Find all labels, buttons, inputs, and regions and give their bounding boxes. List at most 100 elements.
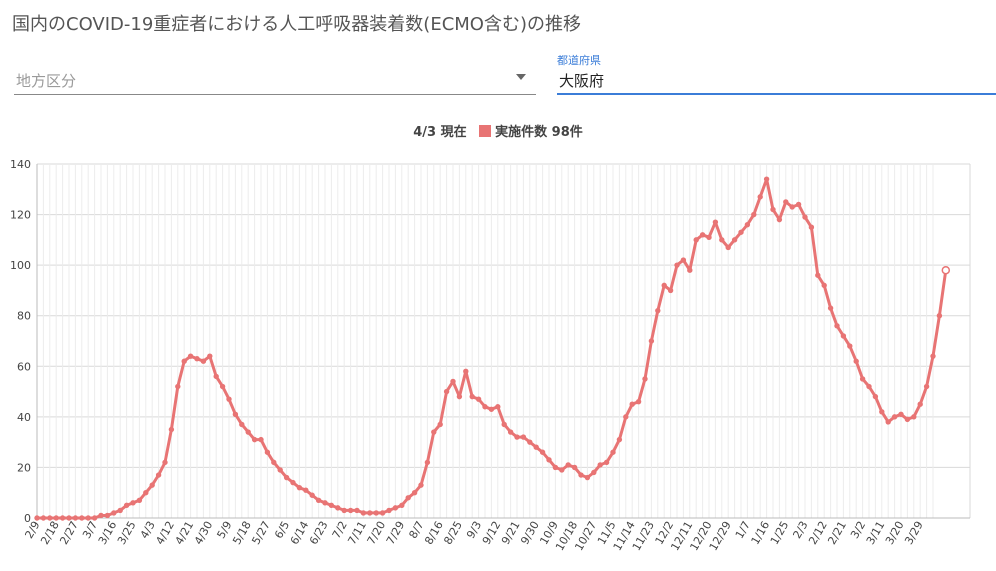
- data-point[interactable]: [386, 507, 392, 514]
- data-point[interactable]: [770, 206, 776, 213]
- data-point[interactable]: [271, 459, 277, 466]
- data-point[interactable]: [437, 421, 443, 428]
- data-point[interactable]: [431, 429, 437, 435]
- data-point[interactable]: [699, 232, 706, 238]
- data-point[interactable]: [213, 373, 219, 380]
- data-point[interactable]: [891, 414, 898, 420]
- data-point[interactable]: [552, 464, 559, 471]
- data-point[interactable]: [501, 421, 507, 428]
- data-point[interactable]: [559, 467, 565, 473]
- data-point[interactable]: [85, 515, 91, 521]
- data-point[interactable]: [872, 393, 879, 400]
- data-point[interactable]: [655, 307, 661, 314]
- data-point[interactable]: [219, 383, 226, 390]
- data-point[interactable]: [527, 439, 533, 445]
- data-point[interactable]: [815, 272, 821, 278]
- data-point[interactable]: [738, 229, 744, 235]
- data-point[interactable]: [879, 409, 885, 415]
- data-point[interactable]: [187, 353, 194, 359]
- data-point[interactable]: [475, 396, 482, 402]
- data-point[interactable]: [424, 459, 431, 466]
- data-point[interactable]: [904, 416, 911, 423]
- data-point[interactable]: [616, 436, 623, 443]
- data-point[interactable]: [463, 368, 469, 375]
- data-point[interactable]: [123, 502, 130, 509]
- data-point[interactable]: [226, 396, 232, 402]
- data-point[interactable]: [725, 244, 731, 251]
- data-point[interactable]: [104, 512, 111, 519]
- data-point[interactable]: [648, 338, 655, 344]
- data-point[interactable]: [840, 333, 847, 339]
- region-select[interactable]: 地方区分: [14, 58, 536, 95]
- data-point[interactable]: [347, 507, 354, 514]
- data-point[interactable]: [59, 515, 66, 521]
- data-point[interactable]: [763, 176, 770, 182]
- data-point[interactable]: [603, 459, 610, 466]
- data-point[interactable]: [469, 393, 475, 400]
- data-point[interactable]: [680, 257, 687, 263]
- data-point[interactable]: [911, 414, 917, 420]
- data-point[interactable]: [546, 457, 552, 463]
- data-point[interactable]: [731, 237, 738, 243]
- data-point[interactable]: [149, 482, 155, 488]
- data-point[interactable]: [533, 444, 539, 450]
- data-point[interactable]: [629, 401, 635, 407]
- data-point[interactable]: [821, 282, 827, 289]
- data-point[interactable]: [578, 472, 584, 478]
- data-point[interactable]: [495, 404, 501, 410]
- data-point[interactable]: [200, 358, 207, 364]
- data-point[interactable]: [520, 434, 527, 440]
- data-point[interactable]: [373, 510, 379, 516]
- chevron-down-icon[interactable]: [516, 74, 526, 80]
- data-point[interactable]: [354, 507, 360, 514]
- data-point[interactable]: [834, 323, 840, 329]
- data-point[interactable]: [853, 358, 859, 364]
- data-point[interactable]: [405, 495, 411, 501]
- data-point[interactable]: [941, 265, 951, 275]
- data-point[interactable]: [322, 500, 328, 506]
- data-point[interactable]: [482, 404, 488, 410]
- data-point[interactable]: [936, 313, 943, 319]
- data-point[interactable]: [264, 449, 271, 455]
- data-point[interactable]: [181, 358, 187, 364]
- data-point[interactable]: [392, 505, 399, 511]
- data-point[interactable]: [411, 490, 418, 496]
- data-point[interactable]: [283, 474, 290, 481]
- data-point[interactable]: [783, 199, 789, 205]
- data-point[interactable]: [72, 515, 79, 521]
- data-point[interactable]: [34, 515, 40, 521]
- data-point[interactable]: [341, 507, 347, 514]
- data-point[interactable]: [687, 267, 693, 273]
- data-point[interactable]: [751, 211, 757, 218]
- data-point[interactable]: [162, 459, 168, 466]
- data-point[interactable]: [488, 406, 495, 412]
- data-point[interactable]: [155, 472, 162, 478]
- data-point[interactable]: [315, 497, 322, 503]
- data-point[interactable]: [565, 462, 571, 468]
- data-point[interactable]: [79, 515, 85, 521]
- data-point[interactable]: [827, 305, 834, 311]
- data-point[interactable]: [539, 449, 546, 455]
- data-point[interactable]: [623, 414, 629, 420]
- data-point[interactable]: [66, 515, 72, 521]
- data-point[interactable]: [111, 510, 117, 516]
- data-point[interactable]: [53, 515, 59, 521]
- data-point[interactable]: [360, 510, 367, 516]
- data-point[interactable]: [232, 411, 239, 418]
- data-point[interactable]: [597, 462, 603, 468]
- data-point[interactable]: [591, 469, 597, 476]
- data-point[interactable]: [296, 484, 303, 491]
- data-point[interactable]: [245, 429, 251, 435]
- data-point[interactable]: [898, 411, 904, 418]
- data-point[interactable]: [584, 474, 591, 481]
- data-point[interactable]: [136, 497, 143, 503]
- data-point[interactable]: [239, 421, 245, 428]
- data-point[interactable]: [303, 487, 309, 493]
- data-point[interactable]: [456, 393, 463, 400]
- data-point[interactable]: [143, 490, 149, 496]
- data-point[interactable]: [610, 449, 616, 455]
- data-point[interactable]: [507, 429, 514, 435]
- data-point[interactable]: [450, 378, 456, 385]
- data-point[interactable]: [251, 436, 258, 443]
- data-point[interactable]: [98, 512, 104, 519]
